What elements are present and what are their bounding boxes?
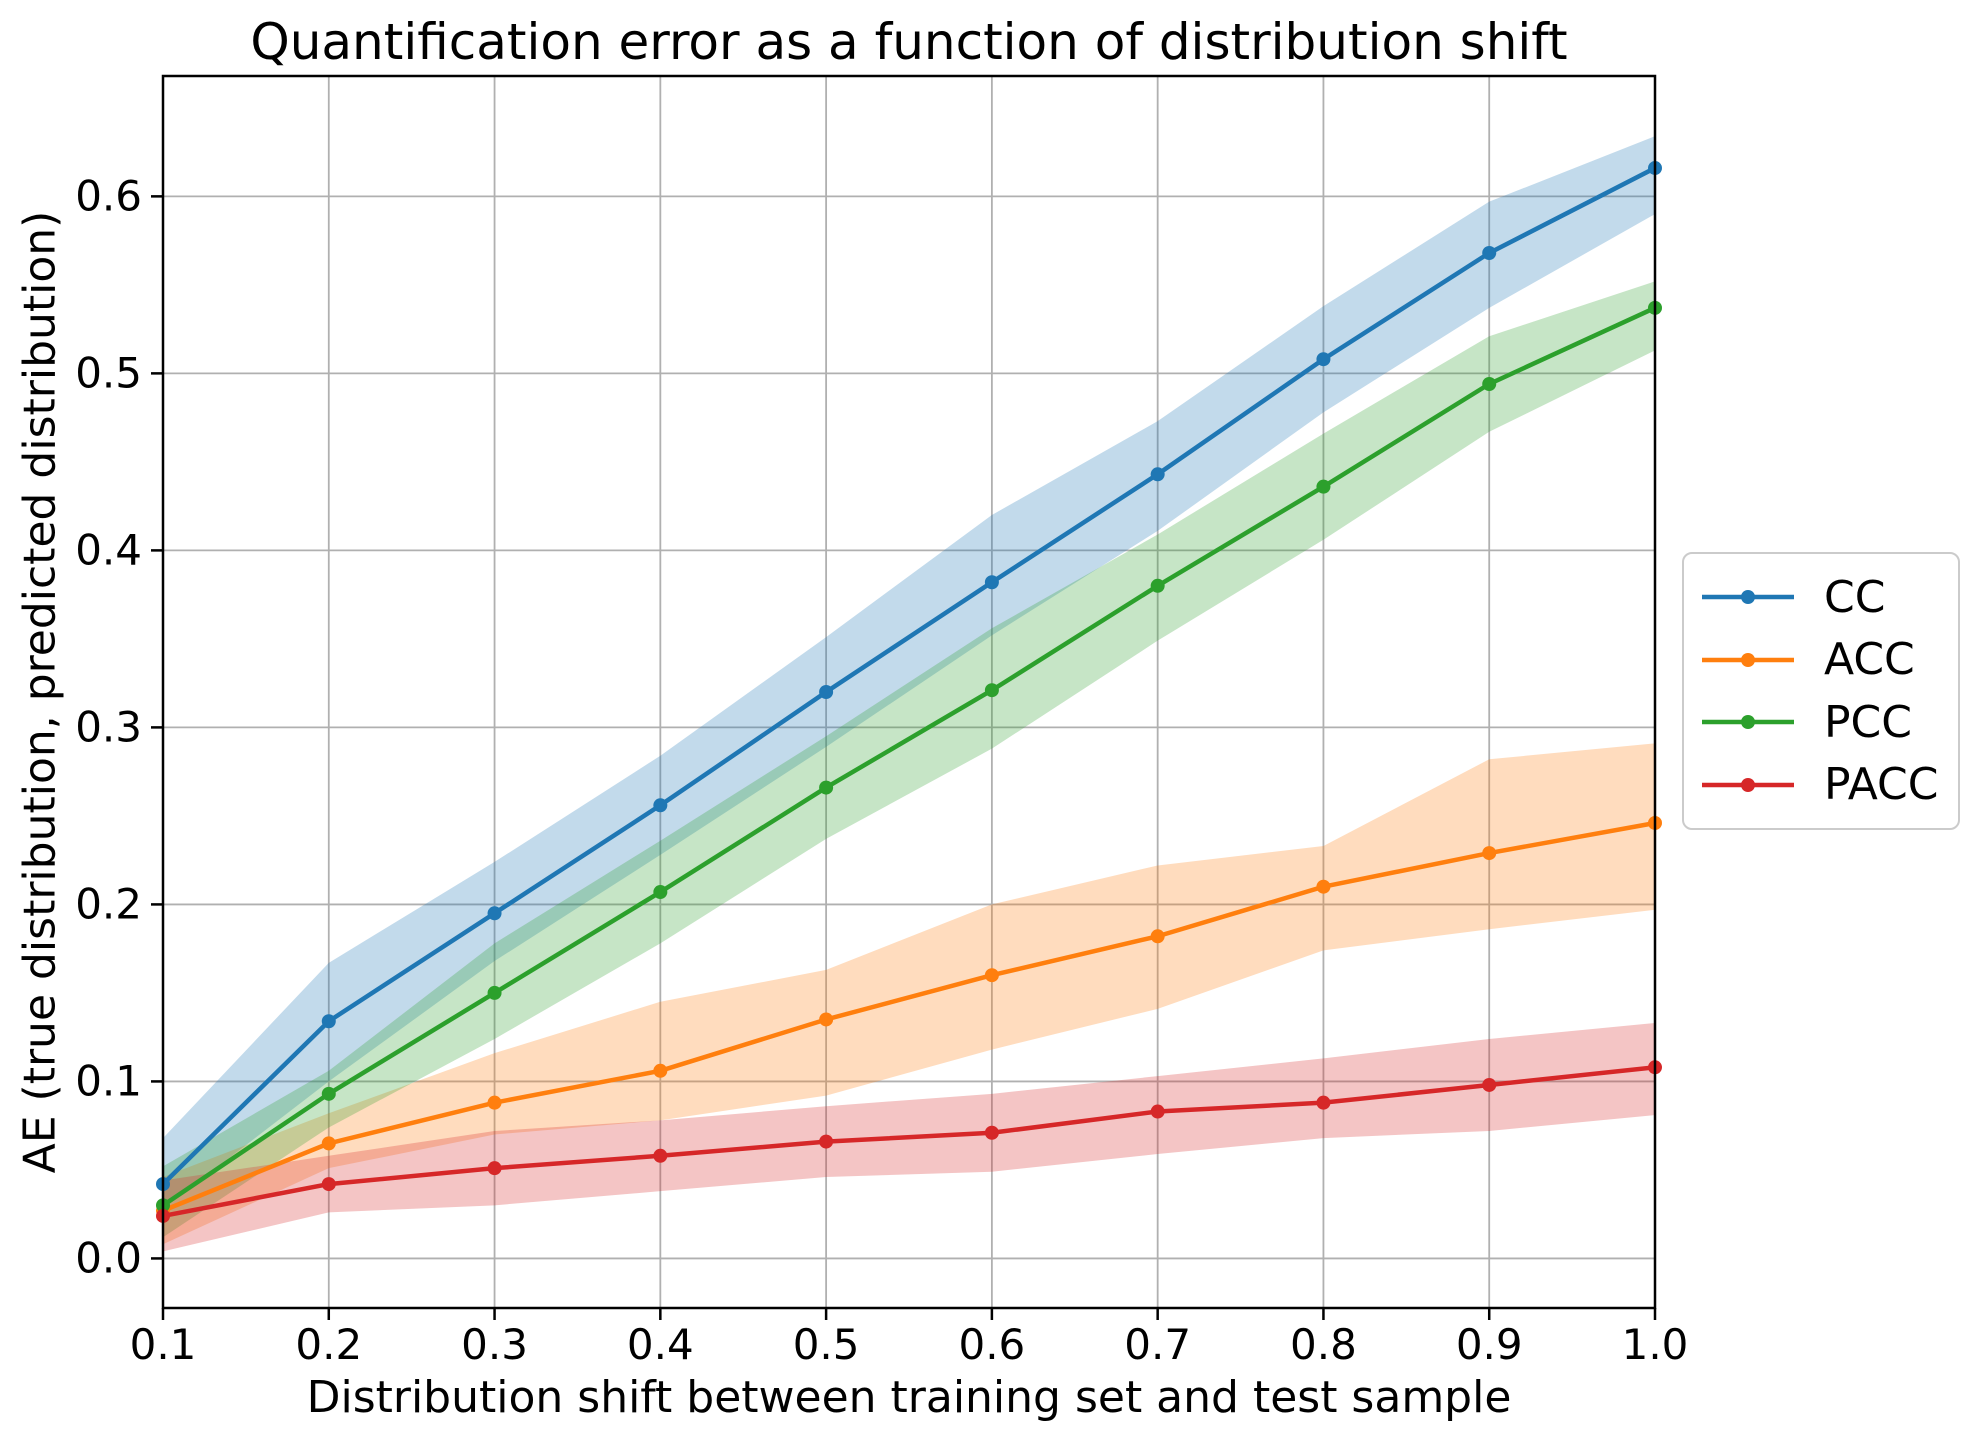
legend-marker-icon — [1741, 652, 1755, 667]
cc-marker — [1150, 467, 1165, 482]
pacc-marker — [653, 1148, 668, 1163]
legend: CC ACC PCC PACC — [1682, 552, 1960, 830]
acc-marker — [819, 1012, 834, 1027]
legend-item-pcc: PCC — [1700, 697, 1958, 748]
cc-marker — [984, 575, 999, 590]
legend-line-sample — [1702, 652, 1794, 667]
legend-item-label: ACC — [1824, 634, 1915, 686]
pcc-marker — [819, 780, 834, 795]
x-tick-label: 0.1 — [129, 1320, 197, 1369]
pacc-line — [160, 1065, 1658, 1219]
cc-marker — [819, 685, 834, 699]
y-tick-label: 0.1 — [75, 1056, 142, 1106]
acc-marker — [1482, 846, 1497, 861]
pcc-marker — [1316, 479, 1331, 494]
y-tick-label: 0.6 — [75, 171, 142, 221]
legend-line-sample — [1702, 590, 1794, 605]
legend-marker-icon — [1741, 590, 1755, 605]
pcc-marker — [487, 985, 502, 1000]
x-tick-label: 0.4 — [626, 1320, 694, 1369]
plot-border — [161, 74, 1657, 1310]
legend-item-label: CC — [1824, 571, 1886, 623]
acc-marker — [1316, 879, 1331, 894]
x-axis-label: Distribution shift between training set … — [306, 1372, 1512, 1423]
cc-band — [163, 136, 1655, 1209]
pacc-marker — [1150, 1104, 1165, 1119]
legend-item-cc: CC — [1700, 572, 1958, 623]
acc-marker — [321, 1136, 336, 1151]
pcc-marker — [321, 1086, 336, 1101]
pacc-marker — [321, 1177, 336, 1192]
pacc-marker — [819, 1134, 834, 1149]
pacc-marker — [1482, 1077, 1497, 1092]
y-tick-label: 0.0 — [75, 1233, 142, 1283]
legend-item-label: PCC — [1824, 696, 1912, 748]
pcc-marker — [984, 683, 999, 698]
acc-marker — [653, 1063, 668, 1078]
y-tick-label: 0.3 — [75, 702, 142, 752]
legend-item-acc: ACC — [1700, 634, 1958, 685]
pcc-band — [163, 281, 1655, 1238]
cc-marker — [1482, 246, 1497, 261]
cc-marker — [1316, 352, 1331, 367]
x-tick-label: 0.9 — [1455, 1320, 1523, 1369]
pcc-marker — [1150, 578, 1165, 593]
y-tick-label: 0.2 — [75, 879, 142, 929]
pcc-marker — [653, 885, 668, 900]
y-tick-label: 0.4 — [75, 525, 142, 575]
cc-marker — [487, 906, 502, 921]
legend-line-sample — [1702, 777, 1794, 792]
pacc-marker — [487, 1161, 502, 1176]
x-tick-label: 0.3 — [461, 1320, 528, 1369]
acc-line — [160, 820, 1658, 1213]
pcc-marker — [1482, 377, 1497, 391]
x-tick-label: 0.8 — [1290, 1320, 1357, 1369]
cc-marker — [321, 1014, 336, 1029]
x-tick-label: 1.0 — [1621, 1320, 1689, 1369]
cc-marker — [653, 798, 668, 813]
x-tick-label: 0.6 — [958, 1320, 1026, 1369]
x-tick-label: 0.5 — [792, 1320, 860, 1369]
pacc-marker — [984, 1125, 999, 1140]
cc-line — [160, 165, 1658, 1187]
x-tick-label: 0.7 — [1124, 1320, 1192, 1369]
x-tick-label: 0.2 — [295, 1320, 363, 1369]
acc-band — [163, 743, 1655, 1245]
legend-marker-icon — [1741, 777, 1755, 792]
pacc-marker — [1316, 1095, 1331, 1110]
legend-item-pacc: PACC — [1700, 759, 1958, 810]
legend-line-sample — [1702, 715, 1794, 730]
acc-marker — [487, 1095, 502, 1110]
legend-item-label: PACC — [1824, 759, 1939, 811]
legend-marker-icon — [1741, 715, 1755, 730]
y-tick-label: 0.5 — [75, 348, 142, 398]
pcc-line — [160, 305, 1658, 1208]
acc-marker — [984, 968, 999, 983]
acc-marker — [1150, 929, 1165, 944]
chart-title: Quantification error as a function of di… — [250, 13, 1568, 71]
